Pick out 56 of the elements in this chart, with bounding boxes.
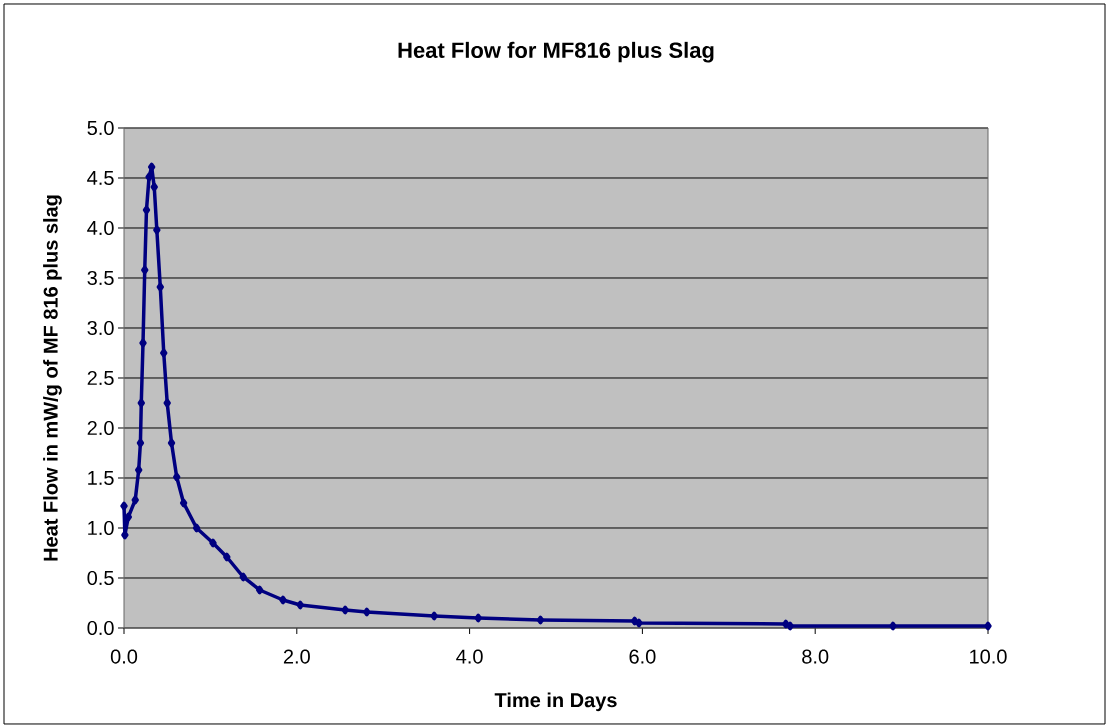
- y-tick-label: 2.0: [87, 420, 114, 436]
- point: [536, 615, 545, 625]
- y-tick-label: 2.5: [87, 370, 114, 386]
- point: [167, 438, 176, 448]
- point: [239, 572, 247, 582]
- point: [142, 205, 151, 215]
- point: [255, 585, 264, 595]
- x-tick-label: 10.0: [970, 649, 1007, 664]
- x-tick-label: 6.0: [629, 649, 656, 664]
- point: [635, 618, 643, 628]
- point: [363, 607, 371, 617]
- y-tick-label: 4.5: [87, 171, 114, 185]
- point: [179, 498, 188, 508]
- y-tick-label: 3.0: [87, 320, 114, 336]
- y-tick-label: 4.0: [87, 220, 114, 236]
- point: [139, 338, 147, 348]
- point: [209, 538, 217, 548]
- point: [156, 282, 164, 292]
- point: [163, 398, 171, 408]
- x-tick-label: 4.0: [456, 649, 483, 664]
- point: [160, 348, 168, 358]
- point: [984, 621, 992, 631]
- x-tick-label: 8.0: [802, 649, 829, 664]
- point: [474, 613, 482, 623]
- point: [223, 552, 231, 562]
- chart-title: Heat Flow for MF816 plus Slag: [398, 41, 714, 63]
- point: [147, 162, 156, 172]
- point: [296, 600, 304, 610]
- y-axis-title: Heat Flow in mW/g of MF 816 plus slag: [43, 195, 62, 561]
- point: [153, 225, 161, 235]
- point: [889, 621, 897, 631]
- y-tick-label: 5.0: [87, 120, 114, 136]
- point: [630, 616, 639, 626]
- point: [141, 265, 149, 275]
- point: [136, 438, 145, 448]
- y-tick-label: 1.5: [88, 471, 114, 485]
- point: [120, 501, 128, 511]
- point: [131, 495, 139, 505]
- point: [279, 595, 287, 605]
- x-tick-label: 2.0: [283, 649, 310, 664]
- x-tick-label: 0.0: [110, 649, 138, 664]
- point: [782, 619, 790, 629]
- point: [341, 605, 349, 615]
- point: [786, 621, 794, 631]
- y-tick-label: 1.0: [88, 520, 114, 536]
- x-axis-title: Time in Days: [494, 692, 617, 712]
- y-tick-label: 3.5: [87, 270, 114, 286]
- point: [192, 523, 201, 533]
- point: [137, 398, 145, 408]
- point: [430, 611, 438, 621]
- point: [145, 172, 153, 182]
- y-tick-label: 0.0: [87, 620, 114, 636]
- point: [150, 182, 158, 192]
- point: [134, 465, 143, 475]
- y-tick-label: 0.5: [87, 570, 114, 586]
- point: [173, 472, 181, 482]
